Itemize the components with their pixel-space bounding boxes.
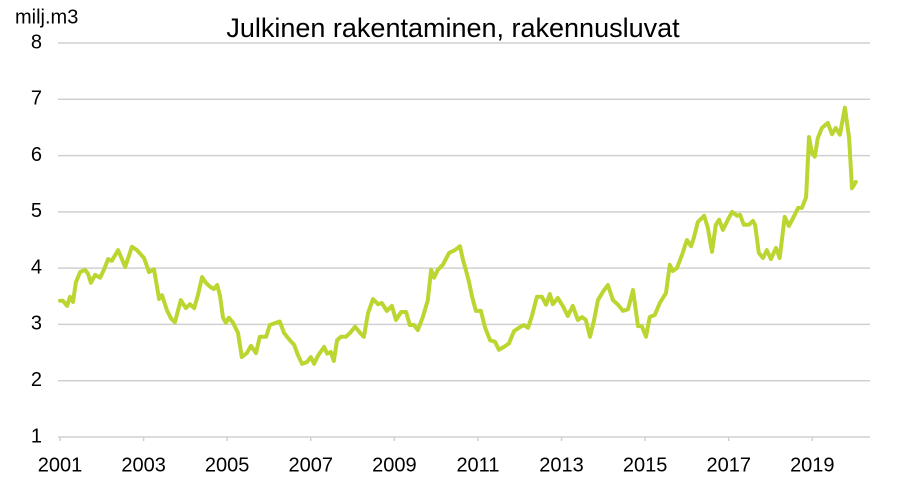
- y-tick-label: 1: [31, 425, 42, 447]
- data-line: [58, 105, 858, 366]
- y-tick-label: 3: [31, 313, 42, 335]
- chart-title: Julkinen rakentaminen, rakennusluvat: [226, 13, 680, 43]
- x-tick-label: 2007: [289, 454, 334, 476]
- x-tick-label: 2019: [790, 454, 835, 476]
- y-tick-label: 5: [31, 200, 42, 222]
- y-tick-label: 7: [31, 88, 42, 110]
- x-tick-label: 2001: [38, 454, 83, 476]
- x-tick-label: 2015: [623, 454, 668, 476]
- x-tick-label: 2013: [539, 454, 584, 476]
- y-axis-label: milj.m3: [15, 6, 78, 28]
- x-tick-label: 2005: [205, 454, 250, 476]
- x-tick-label: 2017: [706, 454, 751, 476]
- y-tick-label: 6: [31, 144, 42, 166]
- y-tick-label: 8: [31, 31, 42, 53]
- y-tick-label: 2: [31, 369, 42, 391]
- x-tick-label: 2011: [456, 454, 499, 476]
- y-tick-label: 4: [31, 256, 42, 278]
- x-tick-label: 2009: [372, 454, 417, 476]
- x-tick-label: 2003: [121, 454, 166, 476]
